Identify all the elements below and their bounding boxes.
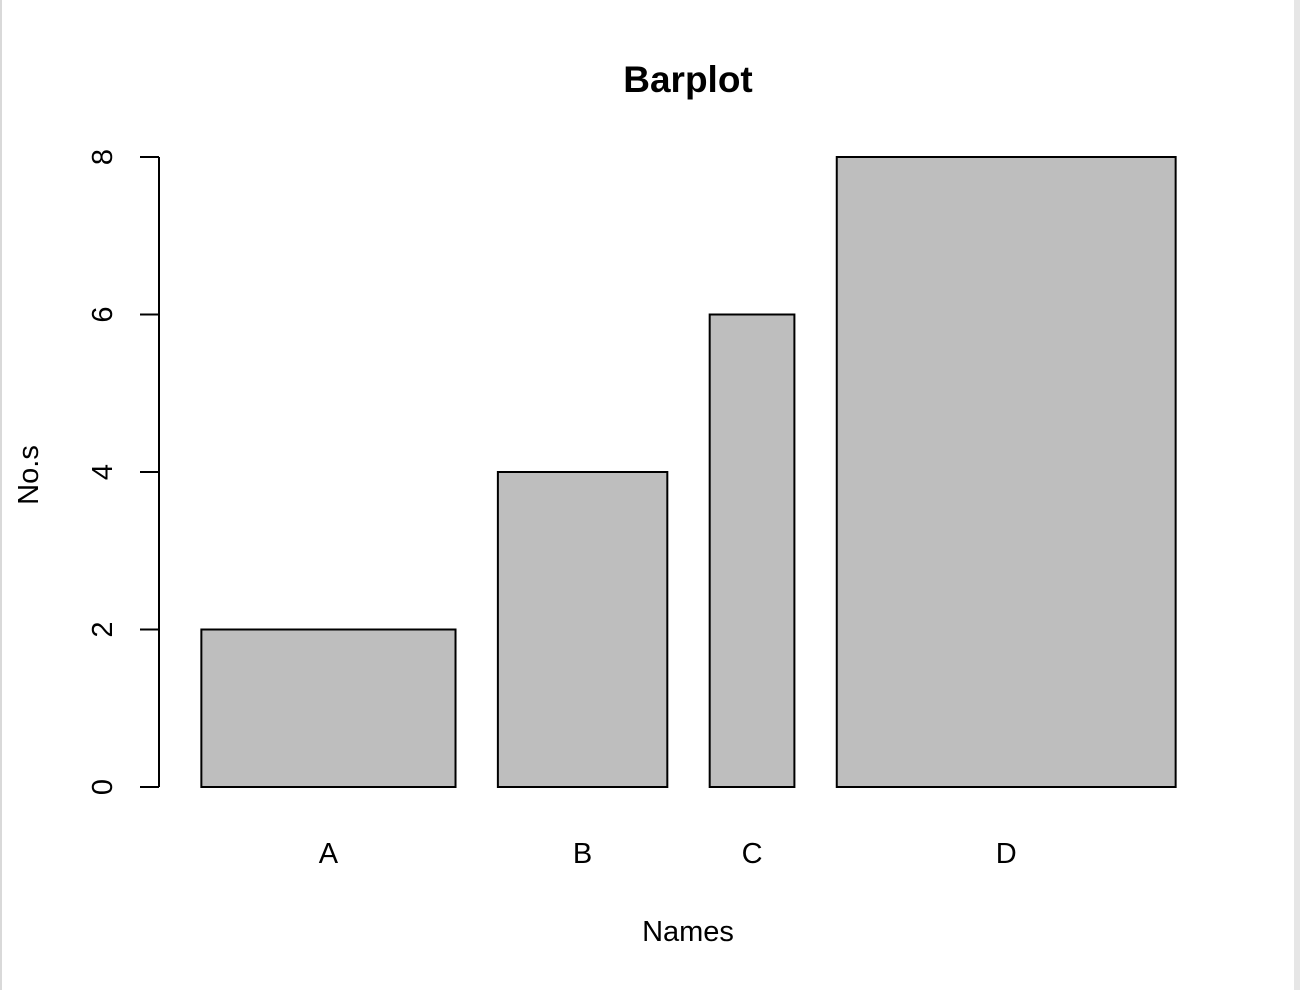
bar-b (496, 471, 669, 788)
x-tick-labels: A B C D (319, 838, 1017, 870)
x-axis-label: Names (642, 916, 734, 948)
y-axis-label: No.s (13, 445, 45, 505)
x-tick-label: B (573, 838, 592, 870)
bar-a (200, 628, 457, 788)
y-tick-label: 2 (87, 621, 119, 637)
x-tick-label: A (319, 838, 339, 870)
x-tick-label: C (742, 838, 763, 870)
y-tick-label: 8 (87, 149, 119, 165)
bar-d (835, 156, 1177, 788)
x-tick-label: D (996, 838, 1017, 870)
y-tick-label: 0 (87, 779, 119, 795)
bar-c (708, 313, 796, 788)
y-axis: 0 2 4 6 8 (87, 149, 160, 795)
y-tick-label: 4 (87, 464, 119, 480)
chart-title: Barplot (623, 59, 753, 100)
bars (200, 156, 1177, 788)
y-tick-label: 6 (87, 306, 119, 322)
